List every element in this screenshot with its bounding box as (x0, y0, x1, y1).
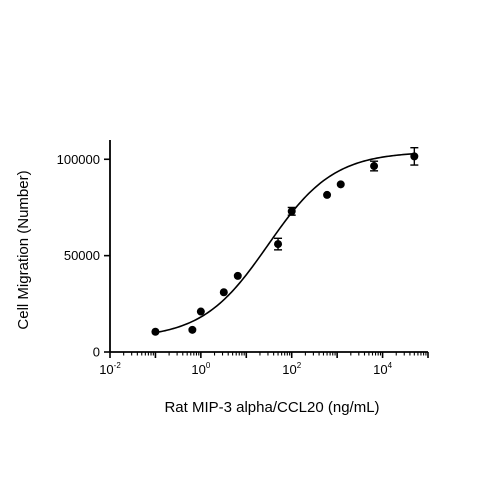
data-points (151, 147, 419, 336)
x-axis-title: Rat MIP-3 alpha/CCL20 (ng/mL) (164, 399, 379, 416)
axes (109, 140, 428, 353)
data-point (323, 190, 332, 199)
data-point (196, 307, 205, 316)
x-ticks: 10-2 100 102 104 (99, 352, 429, 377)
y-tick-label: 50000 (64, 248, 100, 263)
y-ticks: 0 50000 100000 (57, 152, 110, 360)
x-tick-label: 10-2 (99, 361, 121, 377)
x-tick-label: 100 (191, 361, 210, 377)
y-axis-title: Cell Migration (Number) (15, 170, 32, 329)
y-tick-label: 100000 (57, 152, 100, 167)
data-point (151, 327, 160, 336)
data-point (336, 180, 345, 189)
x-tick-label: 102 (282, 361, 301, 377)
data-point (188, 325, 197, 334)
data-point (370, 162, 379, 171)
fit-curve (155, 152, 415, 334)
data-point (287, 207, 296, 216)
data-point (219, 288, 228, 297)
x-tick-label: 104 (373, 361, 392, 377)
data-point (410, 152, 419, 161)
data-point (233, 271, 242, 280)
y-tick-label: 0 (93, 345, 100, 360)
data-point (274, 240, 283, 249)
